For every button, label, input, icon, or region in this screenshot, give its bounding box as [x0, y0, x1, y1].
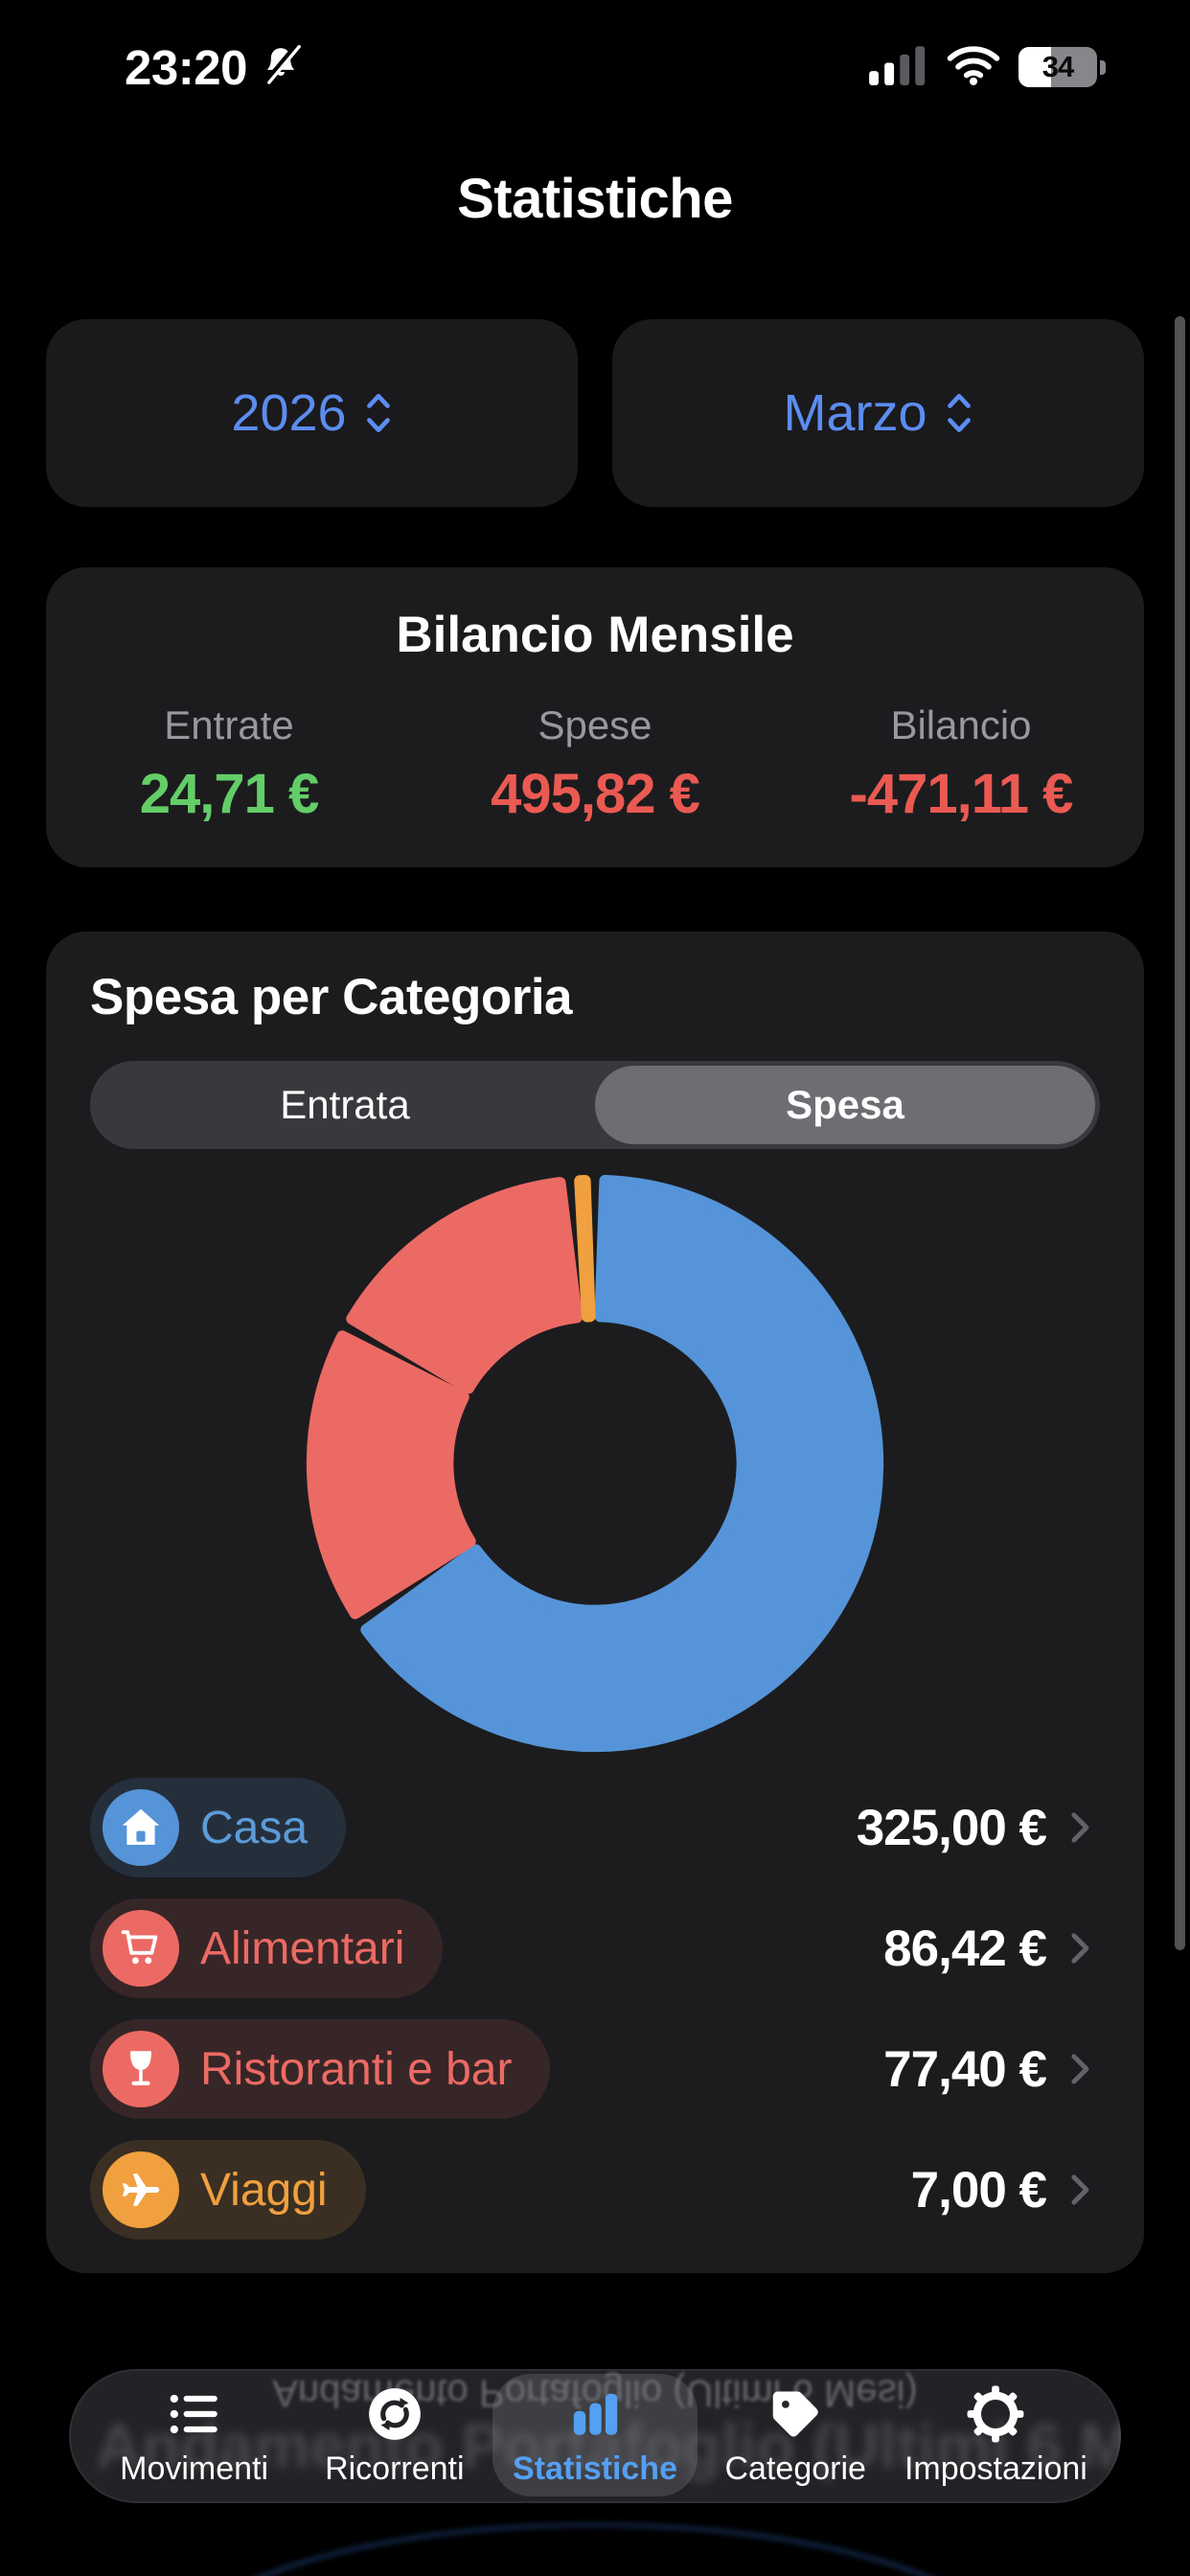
chevron-right-icon	[1060, 1928, 1100, 1968]
balance-col-income: Entrate 24,71 €	[46, 702, 412, 826]
balance-col-expense: Spese 495,82 €	[412, 702, 778, 826]
balance-label: Bilancio	[890, 702, 1032, 748]
tab-label: Ricorrenti	[325, 2450, 465, 2487]
period-filters: 2026 Marzo	[46, 319, 1144, 507]
donut-slice-viaggi[interactable]	[574, 1175, 596, 1322]
category-amount: 325,00 €	[856, 1799, 1047, 1856]
month-picker-value: Marzo	[783, 384, 927, 442]
wifi-icon	[946, 44, 1001, 91]
tab-movimenti[interactable]: Movimenti	[94, 2369, 294, 2503]
battery-fill	[1018, 47, 1052, 87]
month-picker[interactable]: Marzo	[612, 319, 1144, 507]
expense-label: Spese	[538, 702, 652, 748]
category-legend: Casa 325,00 € Alimentari 86,42 € Ristora…	[90, 1778, 1100, 2240]
segment-spesa[interactable]: Spesa	[595, 1066, 1095, 1144]
category-label: Casa	[200, 1802, 309, 1853]
year-picker-value: 2026	[231, 384, 347, 442]
tab-statistiche[interactable]: Statistiche	[492, 2369, 698, 2503]
segmented-control: Entrata Spesa	[90, 1061, 1100, 1149]
chevron-up-down-icon	[945, 388, 973, 438]
chevron-right-icon	[1060, 2049, 1100, 2089]
category-pill: Casa	[90, 1778, 347, 1877]
airplane-icon	[103, 2151, 179, 2228]
balance-value: -471,11 €	[849, 763, 1074, 825]
house-icon	[103, 1789, 179, 1866]
tab-label: Movimenti	[120, 2450, 269, 2487]
category-pill: Alimentari	[90, 1898, 444, 1998]
tab-bar: Andamento Portafoglio (Ultimi 6 Mesi) An…	[69, 2369, 1121, 2503]
category-label: Alimentari	[200, 1922, 405, 1974]
category-row[interactable]: Casa 325,00 €	[90, 1778, 1100, 1877]
background-chart-glimpse	[163, 2522, 1025, 2576]
wine-glass-icon	[103, 2031, 179, 2107]
tab-label: Categorie	[724, 2450, 866, 2487]
expense-value: 495,82 €	[491, 763, 700, 825]
tab-categorie[interactable]: Categorie	[696, 2369, 896, 2503]
bar-chart-icon	[565, 2384, 625, 2444]
tab-label: Statistiche	[513, 2450, 677, 2487]
scrollbar-thumb[interactable]	[1175, 316, 1185, 1950]
tab-row: Movimenti Ricorrenti Statistiche Categor…	[69, 2369, 1121, 2503]
bell-slash-icon	[259, 43, 303, 91]
monthly-balance-card: Bilancio Mensile Entrate 24,71 € Spese 4…	[46, 567, 1144, 867]
tag-icon	[766, 2384, 825, 2444]
category-amount: 77,40 €	[883, 2040, 1047, 2098]
donut-slice-alimentari[interactable]	[306, 1330, 476, 1620]
donut-slice-casa[interactable]	[360, 1175, 884, 1753]
tab-label: Impostazioni	[904, 2450, 1087, 2487]
donut-chart[interactable]	[298, 1166, 892, 1760]
chevron-right-icon	[1060, 2170, 1100, 2210]
balance-col-balance: Bilancio -471,11 €	[778, 702, 1144, 826]
category-amount: 7,00 €	[910, 2161, 1047, 2219]
status-time: 23:20	[125, 39, 247, 95]
income-value: 24,71 €	[139, 763, 320, 825]
chevron-up-down-icon	[364, 388, 393, 438]
battery-icon: 34	[1018, 47, 1106, 87]
chevron-right-icon	[1060, 1807, 1100, 1848]
spending-by-category-card: Spesa per Categoria Entrata Spesa Casa 32…	[46, 932, 1144, 2273]
list-icon	[165, 2384, 224, 2444]
tab-ricorrenti[interactable]: Ricorrenti	[294, 2369, 494, 2503]
status-bar: 23:20	[0, 36, 1190, 98]
category-label: Viaggi	[200, 2164, 328, 2216]
donut-slice-ristoranti-e-bar[interactable]	[346, 1177, 583, 1394]
segment-entrata[interactable]: Entrata	[280, 1082, 410, 1127]
page-title: Statistiche	[457, 168, 733, 230]
gear-icon	[966, 2384, 1025, 2444]
balance-card-title: Bilancio Mensile	[396, 607, 794, 663]
category-row[interactable]: Viaggi 7,00 €	[90, 2140, 1100, 2240]
income-label: Entrate	[164, 702, 294, 748]
category-row[interactable]: Ristoranti e bar 77,40 €	[90, 2019, 1100, 2119]
category-card-title: Spesa per Categoria	[90, 969, 573, 1025]
battery-percent: 34	[1041, 50, 1074, 83]
category-row[interactable]: Alimentari 86,42 €	[90, 1898, 1100, 1998]
year-picker[interactable]: 2026	[46, 319, 578, 507]
repeat-icon	[365, 2384, 424, 2444]
cart-icon	[103, 1910, 179, 1987]
category-pill: Ristoranti e bar	[90, 2019, 551, 2119]
category-pill: Viaggi	[90, 2140, 366, 2240]
tab-impostazioni[interactable]: Impostazioni	[896, 2369, 1096, 2503]
category-amount: 86,42 €	[883, 1920, 1047, 1977]
cellular-signal-icon	[869, 45, 928, 90]
category-label: Ristoranti e bar	[200, 2043, 513, 2095]
